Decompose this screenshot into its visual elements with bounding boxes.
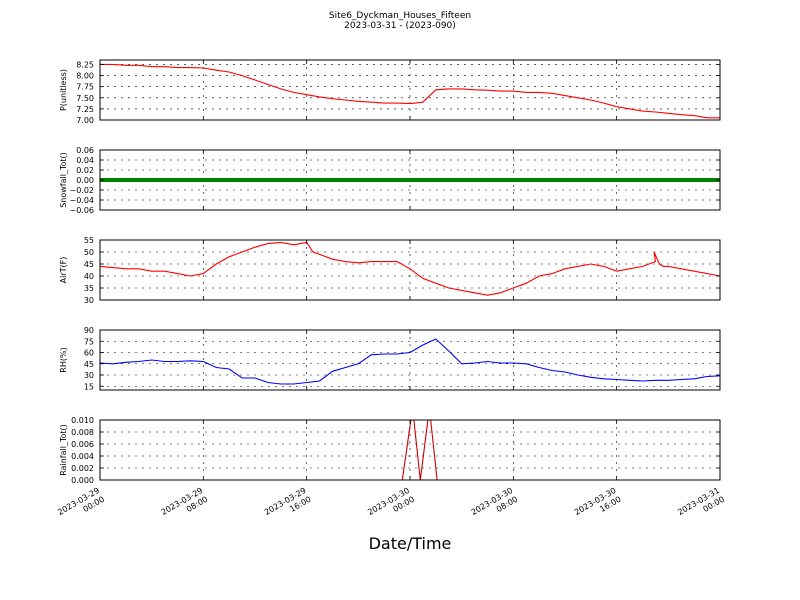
y-tick-label: 0.02 xyxy=(76,166,94,175)
y-axis-label: P(unitless) xyxy=(59,69,68,111)
series-line xyxy=(100,241,720,296)
y-tick-label: 30 xyxy=(84,296,94,305)
y-tick-label: 50 xyxy=(84,248,94,257)
y-tick-label: 45 xyxy=(84,260,94,269)
y-tick-label: 0.00 xyxy=(76,176,94,185)
x-tick-label: 2023-03-2900:00 xyxy=(56,486,106,526)
chart-subtitle: 2023-03-31 - (2023-090) xyxy=(344,21,456,31)
y-tick-label: 0.06 xyxy=(76,146,94,155)
x-tick-label: 2023-03-2916:00 xyxy=(263,486,313,526)
y-tick-label: −0.06 xyxy=(69,206,94,215)
y-tick-label: 8.25 xyxy=(76,60,94,69)
y-tick-label: 7.25 xyxy=(76,105,94,114)
x-axis-label: Date/Time xyxy=(368,534,452,553)
y-tick-label: 0.004 xyxy=(71,452,94,461)
x-tick-label: 2023-03-2908:00 xyxy=(160,486,210,526)
y-axis-label: AirT(F) xyxy=(59,257,68,284)
y-tick-label: 8.00 xyxy=(76,72,94,81)
x-tick-label: 2023-03-3000:00 xyxy=(366,486,416,526)
y-tick-label: 0.000 xyxy=(71,476,94,485)
y-tick-label: 0.010 xyxy=(71,416,94,425)
y-tick-label: 15 xyxy=(84,382,94,391)
y-tick-label: 35 xyxy=(84,284,94,293)
y-tick-label: 7.75 xyxy=(76,83,94,92)
x-tick-label: 2023-03-3100:00 xyxy=(676,486,726,526)
y-tick-label: 40 xyxy=(84,272,94,281)
y-axis-label: Rainfall_Tot() xyxy=(59,424,68,476)
y-axis-label: Snowfall_Tot() xyxy=(59,152,68,208)
y-tick-label: 90 xyxy=(84,326,94,335)
y-tick-label: 55 xyxy=(84,236,94,245)
chart-title: Site6_Dyckman_Houses_Fifteen xyxy=(328,11,472,21)
series-line xyxy=(100,63,720,119)
y-tick-label: 0.006 xyxy=(71,440,94,449)
y-tick-label: 7.00 xyxy=(76,116,94,125)
y-tick-label: −0.02 xyxy=(69,186,94,195)
x-tick-label: 2023-03-3008:00 xyxy=(470,486,520,526)
y-tick-label: 45 xyxy=(84,360,94,369)
y-tick-label: 75 xyxy=(84,337,94,346)
x-tick-label: 2023-03-3016:00 xyxy=(573,486,623,526)
y-tick-label: 0.002 xyxy=(71,464,94,473)
y-tick-label: 60 xyxy=(84,349,94,358)
y-tick-label: 30 xyxy=(84,371,94,380)
series-line xyxy=(100,338,720,385)
y-tick-label: −0.04 xyxy=(69,196,94,205)
y-tick-label: 7.50 xyxy=(76,94,94,103)
y-tick-label: 0.008 xyxy=(71,428,94,437)
y-tick-label: 0.04 xyxy=(76,156,94,165)
y-axis-label: RH(%) xyxy=(59,347,68,372)
